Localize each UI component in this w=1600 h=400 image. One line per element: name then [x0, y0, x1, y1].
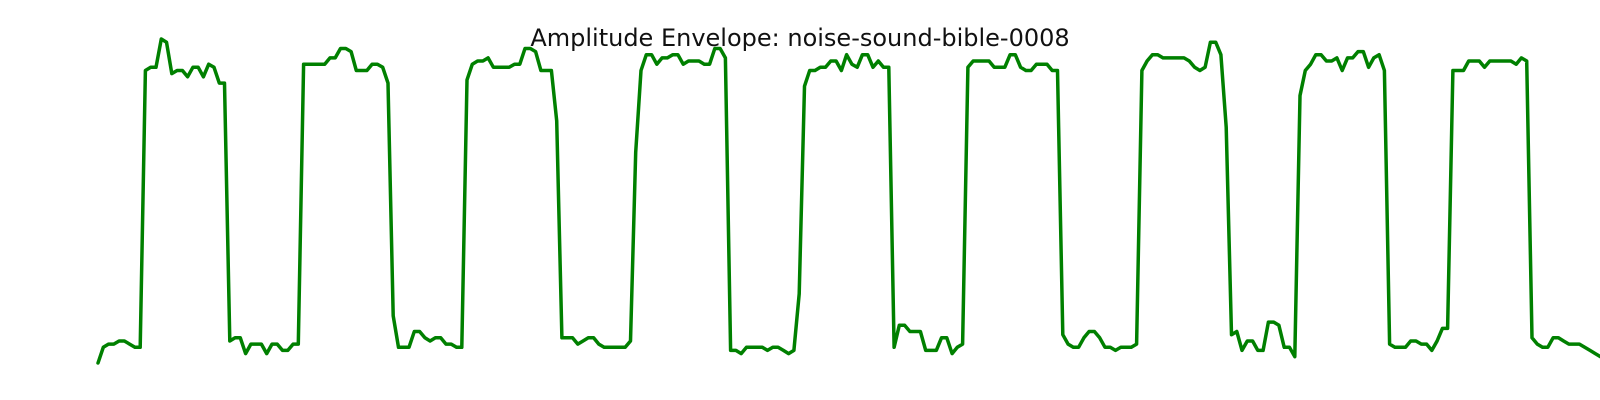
- envelope-line-series-0: [96, 37, 1600, 365]
- series-layer: [96, 37, 1600, 365]
- chart-title: Amplitude Envelope: noise-sound-bible-00…: [530, 24, 1070, 52]
